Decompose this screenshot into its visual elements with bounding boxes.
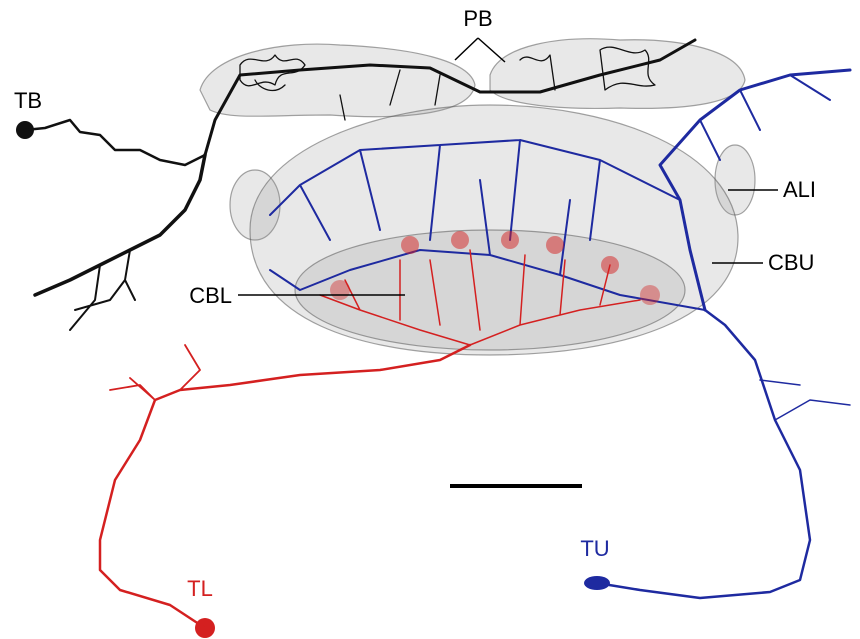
tl-label: TL [187,576,213,601]
cbu-label: CBU [768,250,814,275]
pb-leader [455,38,505,62]
figure: PB TB ALI CBU CBL TL TU [0,0,860,639]
cbl-label: CBL [189,283,232,308]
ali-label: ALI [783,177,816,202]
pb-left [200,44,475,117]
page: PB TB ALI CBU CBL TL TU (() => { const d… [0,0,860,639]
pb-right [490,39,745,109]
tb-label: TB [14,88,42,113]
pb-label: PB [463,6,492,31]
tu-label: TU [580,536,609,561]
